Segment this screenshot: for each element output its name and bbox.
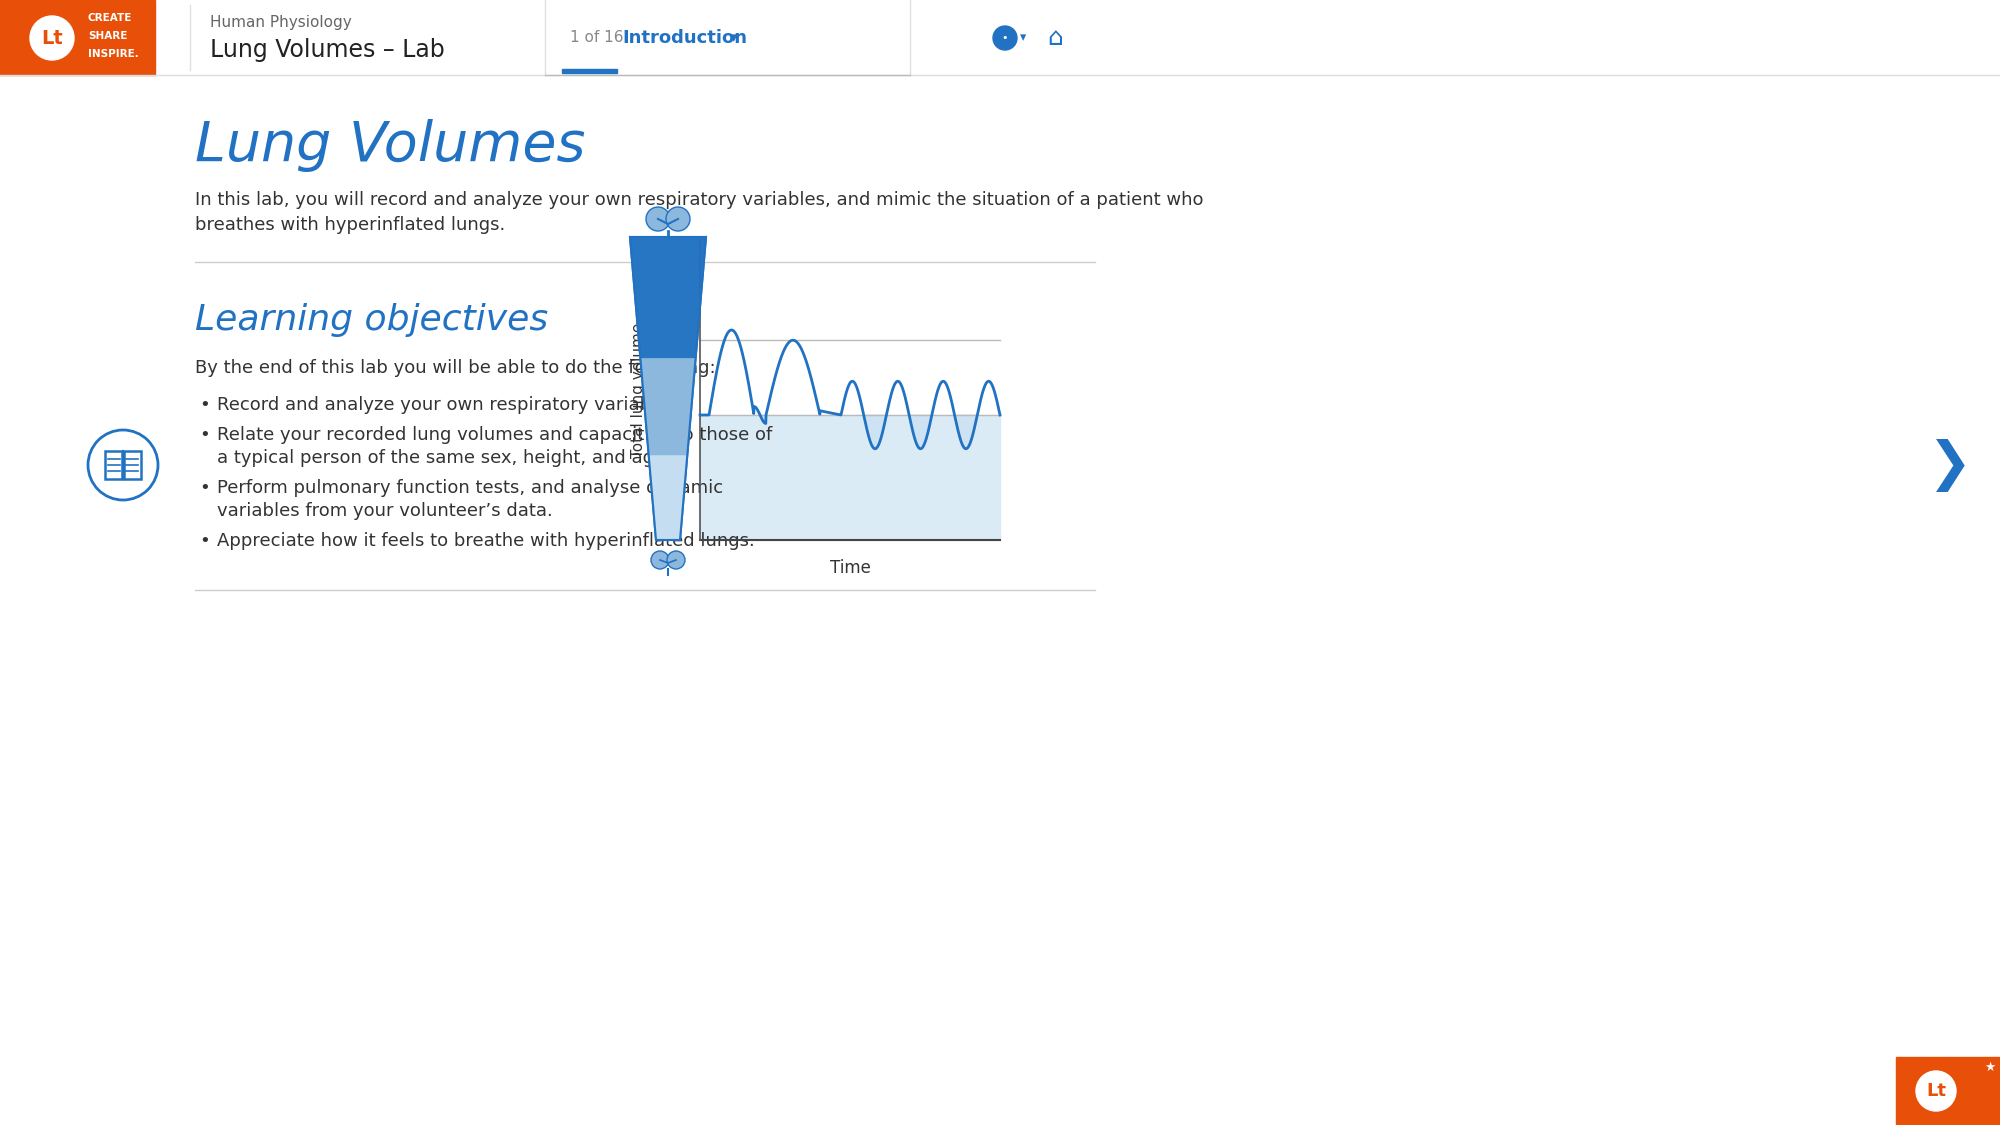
Text: Perform pulmonary function tests, and analyse dynamic: Perform pulmonary function tests, and an…: [216, 479, 724, 497]
Text: Learning objectives: Learning objectives: [196, 303, 548, 338]
Text: Relate your recorded lung volumes and capacities to those of: Relate your recorded lung volumes and ca…: [216, 426, 772, 444]
Bar: [0, 0, 2000, 75]
Text: •: •: [200, 426, 210, 444]
Polygon shape: [630, 237, 706, 540]
Text: Time: Time: [830, 559, 870, 577]
Text: By the end of this lab you will be able to do the following:: By the end of this lab you will be able …: [196, 359, 716, 377]
Bar: [562, 69, 616, 73]
Polygon shape: [630, 237, 706, 358]
Text: a typical person of the same sex, height, and age.: a typical person of the same sex, height…: [216, 449, 670, 467]
Text: SHARE: SHARE: [88, 32, 128, 40]
Text: variables from your volunteer’s data.: variables from your volunteer’s data.: [216, 502, 552, 520]
Polygon shape: [648, 456, 688, 540]
Text: •: •: [200, 396, 210, 414]
Text: ❯: ❯: [1928, 439, 1972, 492]
Text: ⌂: ⌂: [1048, 26, 1062, 50]
Bar: [124, 451, 140, 479]
Circle shape: [666, 207, 690, 231]
Text: ▾: ▾: [1020, 32, 1026, 45]
Circle shape: [646, 207, 670, 231]
Text: CREATE: CREATE: [88, 14, 132, 22]
Circle shape: [1916, 1071, 1956, 1112]
Circle shape: [668, 551, 684, 569]
Circle shape: [652, 551, 668, 569]
Text: 1 of 16: 1 of 16: [570, 30, 624, 45]
Text: ▾: ▾: [730, 30, 738, 45]
Polygon shape: [640, 358, 696, 456]
Text: Lung Volumes: Lung Volumes: [196, 118, 586, 171]
Circle shape: [992, 26, 1018, 50]
Text: INSPIRE.: INSPIRE.: [88, 50, 138, 58]
Text: Human Physiology: Human Physiology: [210, 15, 352, 29]
Text: Appreciate how it feels to breathe with hyperinflated lungs.: Appreciate how it feels to breathe with …: [216, 532, 754, 550]
Bar: [1896, 1058, 2000, 1125]
Text: Introduction: Introduction: [622, 29, 748, 47]
Text: breathes with hyperinflated lungs.: breathes with hyperinflated lungs.: [196, 216, 506, 234]
Bar: [104, 451, 122, 479]
Text: Lt: Lt: [42, 28, 62, 47]
Bar: [0, 0, 156, 75]
Text: Lt: Lt: [1926, 1082, 1946, 1100]
Text: Record and analyze your own respiratory variables.: Record and analyze your own respiratory …: [216, 396, 682, 414]
Text: ★: ★: [1984, 1061, 1996, 1073]
Circle shape: [30, 16, 74, 60]
Text: •: •: [1002, 33, 1008, 43]
Text: Lung Volumes – Lab: Lung Volumes – Lab: [210, 38, 444, 62]
Text: In this lab, you will record and analyze your own respiratory variables, and mim: In this lab, you will record and analyze…: [196, 191, 1204, 209]
Bar: [700, 415, 1000, 540]
Text: Total lung volume: Total lung volume: [632, 322, 646, 458]
Text: •: •: [200, 532, 210, 550]
Text: •: •: [200, 479, 210, 497]
